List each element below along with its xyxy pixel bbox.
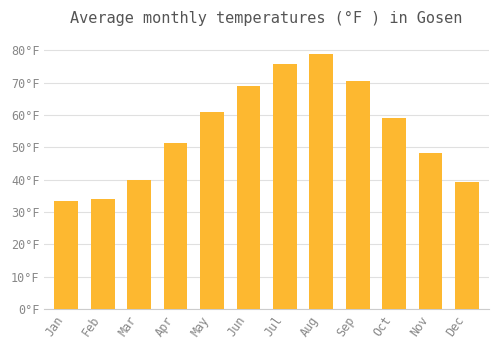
Bar [310,54,333,309]
Bar [54,201,78,309]
Bar [346,81,370,309]
Bar [455,182,479,309]
Bar [128,180,151,309]
Title: Average monthly temperatures (°F ) in Gosen: Average monthly temperatures (°F ) in Go… [70,11,463,26]
Bar [382,118,406,309]
Bar [236,86,260,309]
Bar [273,64,296,309]
Bar [91,199,114,309]
Bar [164,143,188,309]
Bar [419,153,442,309]
Bar [200,112,224,309]
